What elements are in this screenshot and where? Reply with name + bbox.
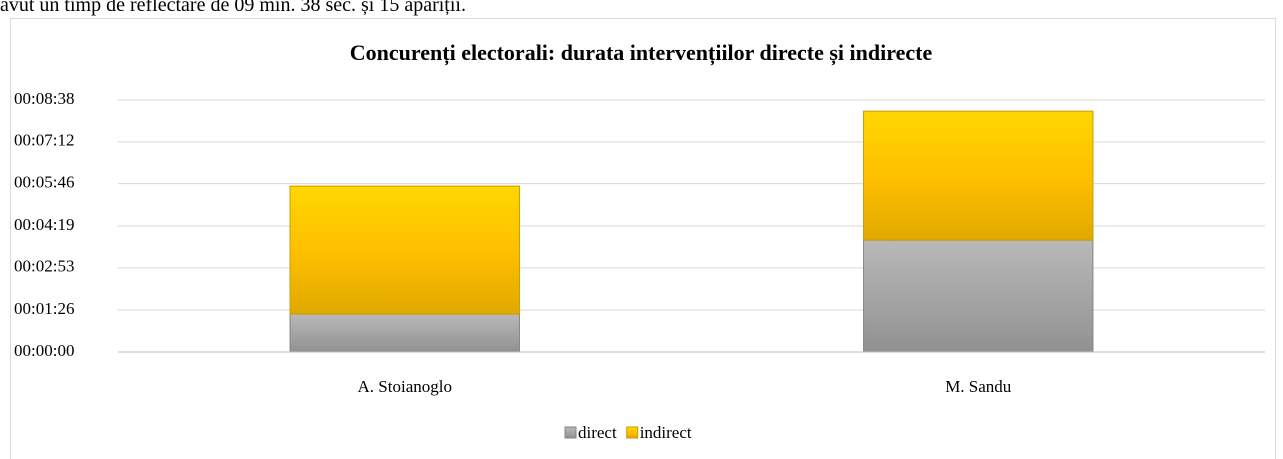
x-tick-label: A. Stoianoglo [358, 377, 452, 396]
y-tick-label: 00:04:19 [14, 215, 74, 234]
bar-segment [289, 185, 520, 315]
y-tick-label: 00:08:38 [14, 89, 74, 108]
y-tick-label: 00:00:00 [14, 341, 74, 360]
chart-title: Concurenți electorali: durata intervenți… [350, 40, 933, 66]
y-tick-label: 00:07:12 [14, 131, 74, 150]
y-tick-label: 00:01:26 [14, 299, 74, 318]
y-tick-label: 00:05:46 [14, 173, 74, 192]
legend-label: indirect [640, 423, 692, 442]
y-tick-label: 00:02:53 [14, 257, 74, 276]
legend-swatch [626, 426, 639, 439]
bar-segment [289, 313, 520, 353]
legend-label: direct [578, 423, 617, 442]
legend-swatch [564, 426, 577, 439]
bar-segment [863, 110, 1094, 241]
lead-text: avut un timp de reflectare de 09 min. 38… [0, 0, 466, 16]
x-tick-label: M. Sandu [945, 377, 1012, 396]
bar-segment [863, 239, 1094, 353]
